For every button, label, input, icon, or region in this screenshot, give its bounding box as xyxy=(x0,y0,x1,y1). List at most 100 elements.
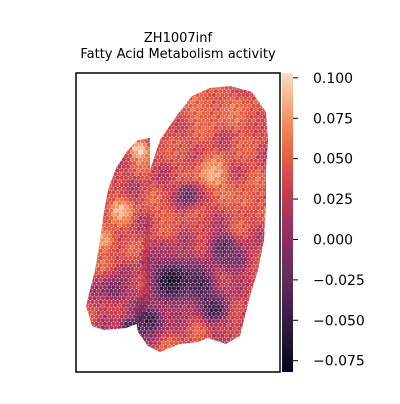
tissue-spot xyxy=(224,187,229,192)
tissue-spot xyxy=(148,86,153,90)
tissue-spot xyxy=(228,209,233,214)
tissue-spot xyxy=(188,337,193,342)
tissue-spot xyxy=(159,235,164,240)
tissue-spot xyxy=(222,300,227,306)
tissue-spot xyxy=(150,213,156,218)
tissue-spot xyxy=(224,195,229,200)
tissue-spot xyxy=(230,337,235,342)
tissue-spot xyxy=(142,111,147,116)
tissue-spot xyxy=(121,296,126,301)
tissue-spot xyxy=(121,288,126,294)
tissue-spot xyxy=(169,224,174,229)
tissue-spot xyxy=(128,263,133,268)
tissue-spot xyxy=(163,191,168,196)
tissue-spot xyxy=(224,173,229,178)
tissue-spot xyxy=(186,297,191,302)
tissue-spot xyxy=(165,144,170,149)
tissue-spot xyxy=(251,300,256,306)
tissue-spot xyxy=(197,206,202,211)
tissue-spot xyxy=(247,322,252,327)
tissue-spot xyxy=(184,308,189,313)
tissue-spot xyxy=(218,220,223,225)
tissue-spot xyxy=(262,333,267,338)
tissue-spot xyxy=(228,246,233,251)
tissue-spot xyxy=(136,226,141,231)
tissue-spot xyxy=(174,173,179,178)
tissue-spot xyxy=(230,271,235,276)
tissue-spot xyxy=(228,253,233,258)
tissue-spot xyxy=(171,86,177,87)
tissue-spot xyxy=(180,140,185,145)
tissue-spot xyxy=(249,151,254,156)
tissue-spot xyxy=(224,290,229,295)
tissue-spot xyxy=(251,206,256,211)
tissue-spot xyxy=(262,341,267,346)
tissue-spot xyxy=(94,307,99,312)
tissue-spot xyxy=(224,151,229,156)
tissue-spot xyxy=(134,118,135,123)
tissue-spot xyxy=(224,348,229,352)
tissue-spot xyxy=(226,140,231,145)
tissue-spot xyxy=(167,125,172,130)
tissue-spot xyxy=(161,209,166,214)
tissue-spot xyxy=(228,129,233,134)
tissue-spot xyxy=(211,348,216,352)
tissue-spot xyxy=(148,268,153,273)
tissue-spot xyxy=(207,246,212,251)
tissue-spot xyxy=(224,260,229,265)
tissue-spot xyxy=(245,209,250,214)
tissue-spot xyxy=(136,304,141,309)
tissue-spot xyxy=(153,165,158,170)
tissue-spot xyxy=(211,129,216,134)
tissue-spot xyxy=(176,169,181,174)
tissue-spot xyxy=(260,330,265,335)
tissue-spot xyxy=(90,183,95,188)
tissue-spot xyxy=(171,154,177,160)
tissue-spot xyxy=(132,226,137,231)
tissue-spot xyxy=(234,125,240,130)
tissue-spot xyxy=(230,169,235,174)
tissue-spot xyxy=(226,264,231,269)
tissue-spot xyxy=(86,153,91,158)
tissue-spot xyxy=(174,114,179,119)
tissue-spot xyxy=(213,111,219,116)
tissue-spot xyxy=(111,153,116,158)
tissue-spot xyxy=(251,118,256,123)
tissue-spot xyxy=(258,114,263,119)
tissue-spot xyxy=(142,271,147,276)
tissue-spot xyxy=(258,268,263,273)
tissue-spot xyxy=(130,157,135,162)
tissue-spot xyxy=(165,165,170,170)
tissue-spot xyxy=(121,157,126,162)
tissue-spot xyxy=(222,133,227,138)
tissue-spot xyxy=(197,169,202,174)
tissue-spot xyxy=(153,268,158,273)
tissue-spot xyxy=(213,147,219,152)
tissue-spot xyxy=(165,86,170,90)
tissue-spot xyxy=(228,231,233,236)
tissue-spot xyxy=(201,118,206,123)
tissue-spot xyxy=(260,279,265,284)
tissue-spot xyxy=(96,194,101,199)
tissue-spot xyxy=(150,286,156,291)
tissue-spot xyxy=(140,304,145,309)
tissue-spot xyxy=(239,271,244,276)
tissue-spot xyxy=(134,308,139,313)
tissue-spot xyxy=(216,282,221,287)
tissue-spot xyxy=(174,217,179,222)
tissue-spot xyxy=(102,226,108,231)
tissue-spot xyxy=(253,180,258,185)
tissue-spot xyxy=(207,114,212,119)
colorbar-tick-label: 0.050 xyxy=(313,152,353,168)
tissue-spot xyxy=(136,114,141,119)
tissue-spot xyxy=(201,300,206,306)
tissue-spot xyxy=(86,307,91,312)
tissue-spot xyxy=(90,168,95,173)
tissue-spot xyxy=(94,139,99,144)
tissue-spot xyxy=(243,154,248,160)
tissue-spot xyxy=(169,341,174,346)
tissue-spot xyxy=(247,220,252,225)
tissue-spot xyxy=(182,92,187,97)
tissue-spot xyxy=(134,330,139,335)
tissue-spot xyxy=(109,186,114,191)
